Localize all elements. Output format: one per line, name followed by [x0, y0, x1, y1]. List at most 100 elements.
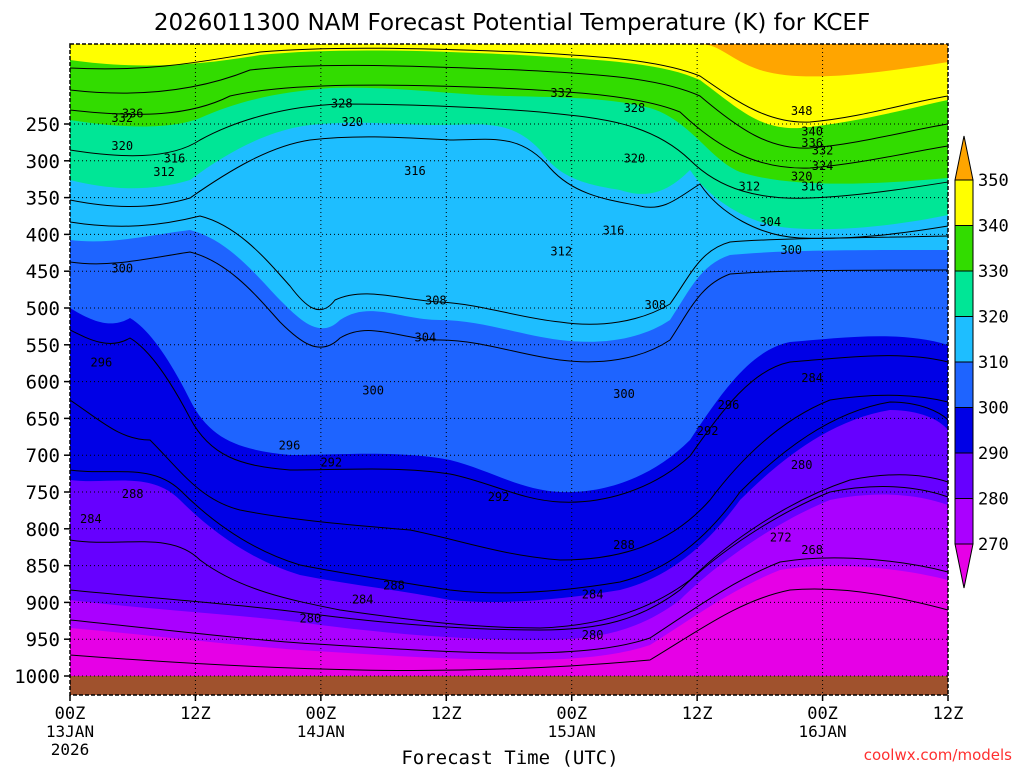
contour-line [70, 474, 948, 629]
x-tick-label: 12Z [180, 704, 211, 724]
colorbar-segment [954, 225, 974, 272]
y-tick-label: 250 [26, 114, 60, 136]
colorbar-segment [954, 316, 974, 363]
contour-label: 308 [425, 294, 447, 308]
colorbar-segment [954, 270, 974, 317]
y-tick-label: 650 [26, 408, 60, 430]
contour-label: 292 [320, 456, 342, 470]
contour-line [70, 215, 948, 325]
contour-label: 348 [791, 104, 813, 118]
colorbar-segment [954, 498, 974, 545]
contour-line [70, 103, 948, 199]
contour-label: 320 [624, 152, 646, 166]
contour-label: 300 [613, 387, 635, 401]
contour-label: 312 [739, 180, 761, 194]
gridlines [70, 44, 948, 695]
contour-lines [70, 47, 948, 672]
y-axis: 250 300 350 400 450 500 550 600 650 700 750 800 850 9… [14, 114, 70, 688]
contour-line [70, 329, 948, 503]
terrain-ground [70, 676, 948, 695]
contour-label: 328 [624, 101, 646, 115]
y-tick-label: 850 [26, 556, 60, 578]
contour-label: 296 [91, 355, 113, 369]
plot-frame [69, 43, 949, 696]
colorbar-cap-low [954, 543, 974, 589]
x-axis-label: Forecast Time (UTC) [401, 747, 618, 768]
x-tick-sublabel: 14JAN [297, 722, 345, 741]
contour-label: 292 [697, 424, 719, 438]
contour-label: 292 [488, 490, 510, 504]
contour-label: 300 [111, 261, 133, 275]
contour-label: 304 [415, 330, 437, 344]
contour-label: 316 [404, 164, 426, 178]
x-tick-label: 12Z [933, 704, 964, 724]
colorbar-label: 270 [978, 535, 1009, 555]
colorbar-label: 310 [978, 353, 1009, 373]
contour-line [70, 84, 948, 169]
y-tick-label: 450 [26, 261, 60, 283]
contour-line [70, 47, 948, 123]
contour-label: 288 [383, 578, 405, 592]
contour-label: 288 [613, 538, 635, 552]
y-tick-label: 300 [26, 151, 60, 173]
contour-label: 280 [582, 628, 604, 642]
contour-label: 336 [122, 107, 144, 121]
contour-label: 284 [352, 592, 374, 606]
contour-label: 284 [582, 587, 604, 601]
colorbar-segment [954, 361, 974, 408]
x-tick-sublabel: 16JAN [798, 722, 846, 741]
y-tick-label: 950 [26, 629, 60, 651]
contour-line [70, 251, 948, 363]
colorbar-segment [954, 407, 974, 454]
contour-line [70, 136, 948, 239]
contour-label: 308 [644, 298, 666, 312]
contour-label: 280 [300, 612, 322, 626]
contour-label: 316 [164, 152, 186, 166]
contour-label: 320 [111, 139, 133, 153]
x-tick-sublabel: 2026 [51, 740, 90, 759]
contour-label: 284 [80, 512, 102, 526]
contour-label: 284 [801, 371, 823, 385]
contour-label: 332 [550, 86, 572, 100]
colorbar-segment [954, 179, 974, 226]
contour-label: 332 [111, 111, 133, 125]
credit-text: coolwx.com/models [864, 746, 1012, 764]
y-tick-label: 900 [26, 592, 60, 614]
x-tick-label: 00Z [807, 704, 838, 724]
x-tick-label: 12Z [431, 704, 462, 724]
contour-label: 312 [550, 244, 572, 258]
colorbar-label: 330 [978, 262, 1009, 282]
contour-label: 296 [718, 398, 740, 412]
contour-label: 304 [759, 215, 781, 229]
colorbar: 270 280 290 300 310 320 330 340 350 [954, 135, 1009, 589]
colorbar-label: 290 [978, 444, 1009, 464]
y-tick-label: 750 [26, 482, 60, 504]
contour-label: 320 [791, 169, 813, 183]
contour-label: 300 [780, 243, 802, 257]
chart-title: 2026011300 NAM Forecast Potential Temper… [154, 10, 870, 36]
contour-label: 320 [341, 115, 363, 129]
x-tick-label: 00Z [305, 704, 336, 724]
contour-label: 296 [279, 439, 301, 453]
colorbar-label: 340 [978, 217, 1009, 237]
contour-label: 324 [812, 159, 834, 173]
colorbar-cap-high [954, 135, 974, 181]
contour-label: 272 [770, 531, 792, 545]
y-tick-label: 400 [26, 224, 60, 246]
contour-label: 328 [331, 96, 353, 110]
contour-line [70, 401, 948, 594]
y-tick-label: 800 [26, 519, 60, 541]
y-tick-label: 550 [26, 335, 60, 357]
colorbar-segment [954, 452, 974, 499]
contour-label: 280 [791, 458, 813, 472]
y-tick-label: 500 [26, 298, 60, 320]
x-tick-label: 00Z [55, 704, 86, 724]
contour-label: 340 [801, 124, 823, 138]
colorbar-label: 350 [978, 171, 1009, 191]
x-tick-label: 12Z [682, 704, 713, 724]
x-tick-label: 00Z [556, 704, 587, 724]
x-tick-sublabel: 13JAN [46, 722, 94, 741]
contour-line [70, 394, 948, 561]
